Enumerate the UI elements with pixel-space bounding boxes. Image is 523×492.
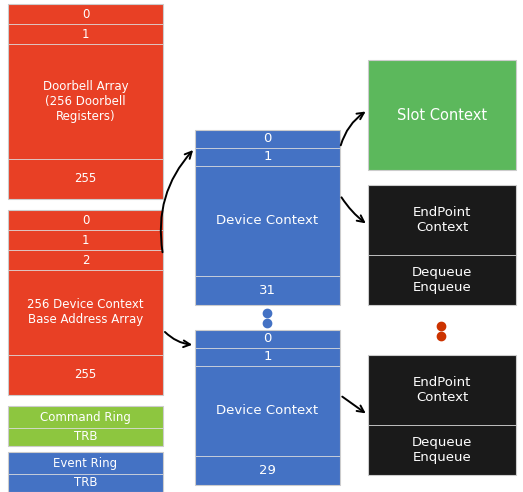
Bar bbox=[195, 456, 340, 485]
Bar bbox=[8, 4, 163, 24]
Text: Dequeue
Enqueue: Dequeue Enqueue bbox=[412, 266, 472, 294]
Text: TRB: TRB bbox=[74, 476, 97, 490]
Text: 256 Device Context
Base Address Array: 256 Device Context Base Address Array bbox=[27, 299, 144, 327]
Bar bbox=[8, 270, 163, 355]
Bar bbox=[8, 406, 163, 446]
Bar bbox=[195, 130, 340, 148]
Bar bbox=[195, 130, 340, 305]
Bar bbox=[368, 185, 516, 255]
Bar bbox=[195, 166, 340, 276]
Text: 1: 1 bbox=[263, 151, 272, 163]
Bar bbox=[8, 474, 163, 492]
Bar bbox=[8, 230, 163, 250]
Text: 31: 31 bbox=[259, 284, 276, 297]
Bar bbox=[195, 276, 340, 305]
Bar bbox=[8, 250, 163, 270]
Bar bbox=[8, 452, 163, 492]
Bar bbox=[368, 355, 516, 475]
Bar bbox=[368, 425, 516, 475]
Bar bbox=[8, 428, 163, 446]
Bar bbox=[195, 330, 340, 485]
Text: Device Context: Device Context bbox=[217, 404, 319, 418]
Bar bbox=[368, 355, 516, 425]
Text: 2: 2 bbox=[82, 253, 89, 267]
Bar bbox=[195, 366, 340, 456]
Text: 0: 0 bbox=[82, 214, 89, 226]
Bar bbox=[368, 185, 516, 305]
Bar bbox=[8, 159, 163, 199]
Text: Slot Context: Slot Context bbox=[397, 107, 487, 123]
Text: EndPoint
Context: EndPoint Context bbox=[413, 206, 471, 234]
Text: Event Ring: Event Ring bbox=[53, 457, 118, 469]
Text: Device Context: Device Context bbox=[217, 215, 319, 227]
Text: 255: 255 bbox=[74, 369, 97, 381]
Bar bbox=[8, 4, 163, 199]
Text: Dequeue
Enqueue: Dequeue Enqueue bbox=[412, 436, 472, 464]
Text: 1: 1 bbox=[82, 234, 89, 246]
Text: 0: 0 bbox=[263, 132, 271, 146]
Text: 1: 1 bbox=[82, 28, 89, 40]
Bar bbox=[195, 330, 340, 348]
Bar bbox=[8, 355, 163, 395]
Text: Doorbell Array
(256 Doorbell
Registers): Doorbell Array (256 Doorbell Registers) bbox=[43, 80, 128, 123]
Text: 255: 255 bbox=[74, 173, 97, 185]
Bar bbox=[8, 210, 163, 395]
Bar bbox=[195, 148, 340, 166]
Bar bbox=[8, 24, 163, 44]
Bar bbox=[368, 255, 516, 305]
Bar bbox=[8, 452, 163, 474]
Bar bbox=[8, 44, 163, 159]
Text: 29: 29 bbox=[259, 464, 276, 477]
Text: TRB: TRB bbox=[74, 430, 97, 443]
Bar bbox=[195, 348, 340, 366]
Bar bbox=[368, 60, 516, 170]
Bar bbox=[8, 210, 163, 230]
Bar bbox=[8, 406, 163, 428]
Text: EndPoint
Context: EndPoint Context bbox=[413, 376, 471, 404]
Text: Command Ring: Command Ring bbox=[40, 410, 131, 424]
Text: 1: 1 bbox=[263, 350, 272, 364]
Text: 0: 0 bbox=[263, 333, 271, 345]
Text: 0: 0 bbox=[82, 7, 89, 21]
